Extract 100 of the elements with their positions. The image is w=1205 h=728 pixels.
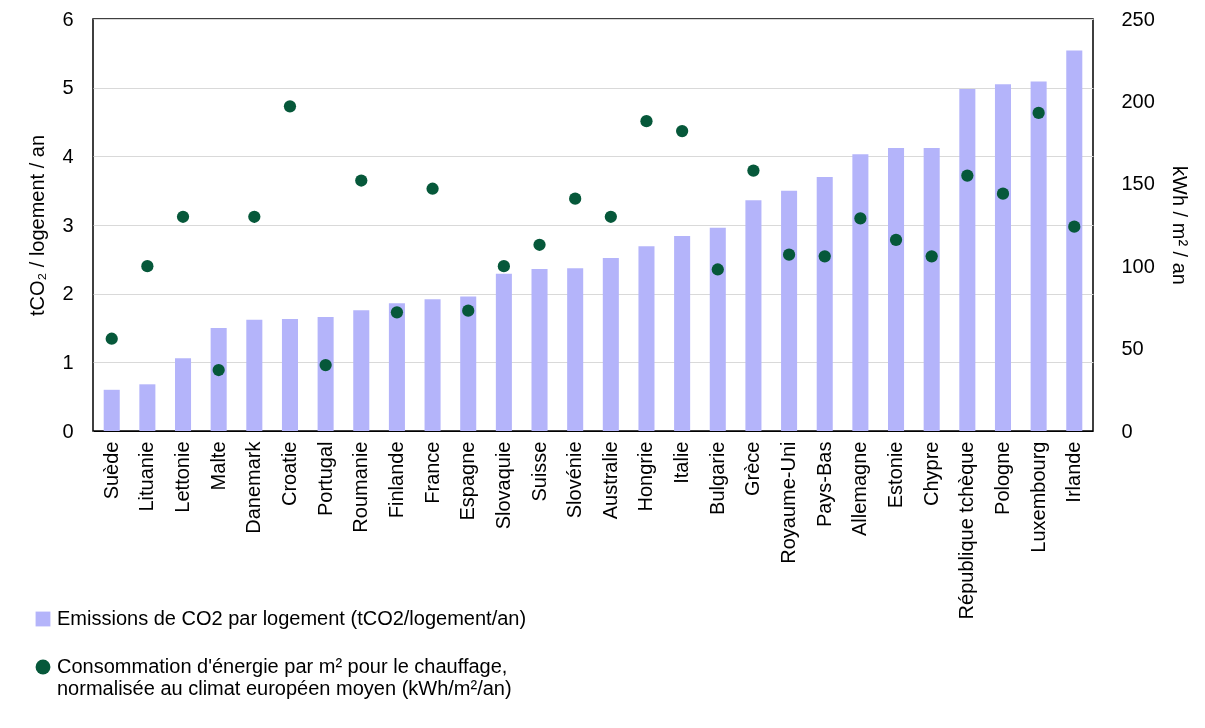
x-tick-label: Portugal [313, 441, 336, 516]
bar [781, 190, 798, 431]
point [248, 210, 261, 223]
x-tick-label: Roumanie [349, 441, 372, 533]
x-tick-label: Grèce [741, 441, 764, 496]
x-tick-label: Pologne [990, 441, 1013, 515]
bar [674, 235, 691, 431]
point [889, 233, 903, 246]
bar [424, 299, 441, 431]
point [747, 164, 760, 177]
y-tick-label: 6 [62, 7, 74, 30]
bar [495, 273, 512, 431]
bar [210, 328, 227, 431]
x-tick-label: Lituanie [135, 441, 158, 512]
point [426, 182, 439, 195]
y-tick-label: 3 [62, 213, 74, 236]
x-tick-label: Espagne [456, 441, 479, 521]
point [854, 212, 867, 225]
x-tick-label: Pays-Bas [812, 441, 835, 528]
bar [602, 257, 619, 431]
x-tick-label: Chypre [919, 441, 942, 506]
point [676, 124, 689, 138]
x-tick-label: Allemagne [848, 441, 871, 537]
point [782, 248, 796, 261]
bar [246, 319, 263, 431]
y2-tick-label: 50 [1121, 337, 1144, 360]
x-tick-label: Hongrie [634, 441, 657, 512]
y2-tick-label: 150 [1121, 172, 1155, 195]
point [1068, 220, 1081, 233]
x-tick-label: Finlande [384, 441, 407, 519]
x-tick-label: Slovaquie [491, 441, 514, 530]
bar [139, 384, 156, 431]
legend-label: Consommation d'énergie par m² pour le chauffage, normalisée au climat européen moyen (kWh/m²/an) [57, 655, 512, 699]
bar [638, 246, 655, 431]
bar [281, 319, 298, 431]
y-tick-label: 5 [62, 76, 74, 99]
x-tick-label: Suisse [527, 441, 550, 502]
x-tick-label: Lettonie [171, 441, 194, 513]
bar [1030, 81, 1047, 431]
bar [317, 317, 334, 431]
point [961, 169, 974, 182]
x-tick-label: Luxembourg [1026, 441, 1049, 553]
x-tick-label: Suède [99, 441, 122, 500]
bar [353, 310, 370, 431]
bar [103, 389, 120, 431]
point [604, 210, 617, 223]
point [818, 250, 831, 263]
x-tick-label: Bulgarie [705, 441, 728, 515]
y-tick-label: 1 [62, 350, 74, 373]
bar [567, 268, 584, 431]
bar [852, 154, 869, 431]
point [1032, 106, 1045, 120]
point [640, 115, 653, 128]
x-tick-label: Royaume-Uni [777, 441, 800, 564]
y2-tick-label: 0 [1121, 419, 1133, 442]
point [212, 363, 225, 377]
x-tick-label: Croatie [277, 441, 300, 506]
bar [816, 176, 833, 431]
x-tick-label: Australie [598, 441, 621, 520]
y-tick-label: 4 [62, 144, 74, 167]
point [176, 210, 190, 223]
point [283, 100, 297, 113]
x-tick-label: France [420, 441, 443, 504]
bar [959, 89, 976, 431]
point [319, 358, 332, 372]
y-tick-label: 0 [62, 419, 74, 442]
point [390, 306, 404, 319]
x-tick-label: Danemark [242, 440, 265, 534]
bar [1066, 50, 1083, 431]
bar [460, 296, 477, 431]
point [141, 260, 154, 273]
y2-tick-label: 100 [1121, 254, 1155, 277]
point [355, 174, 368, 187]
bar [531, 268, 548, 431]
y-axis-title: tCO₂ / logement / an [26, 134, 49, 317]
x-tick-label: Slovénie [563, 441, 586, 519]
bar [175, 358, 192, 431]
y-tick-label: 2 [62, 282, 74, 305]
y2-tick-label: 250 [1121, 7, 1155, 30]
bar [888, 148, 905, 431]
bar [388, 303, 405, 431]
point [569, 192, 582, 205]
x-tick-label: Estonie [884, 441, 907, 509]
x-tick-label: République tchèque [955, 441, 978, 620]
point [462, 304, 475, 317]
point [925, 250, 938, 263]
bar [709, 227, 726, 431]
y2-tick-label: 200 [1121, 89, 1155, 112]
bar [994, 84, 1011, 431]
bar [745, 200, 762, 431]
x-tick-label: Italie [670, 441, 693, 484]
point [996, 187, 1010, 200]
legend-label: Emissions de CO2 par logement (tCO2/logement/an) [57, 607, 527, 629]
point [497, 260, 510, 273]
x-tick-label: Malte [206, 441, 229, 491]
point [105, 332, 118, 345]
x-tick-label: Irlande [1062, 441, 1085, 503]
point [711, 263, 724, 276]
bar [923, 148, 940, 431]
y2-axis-title: kWh / m² / an [1168, 166, 1191, 285]
